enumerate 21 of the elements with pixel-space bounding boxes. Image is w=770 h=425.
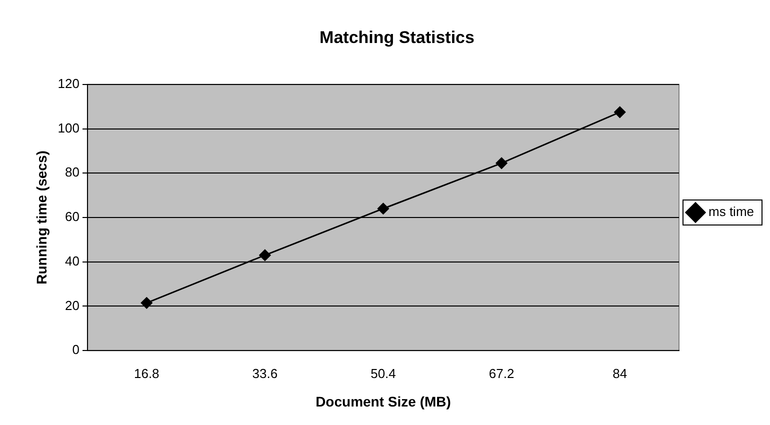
- x-tick-label: 67.2: [488, 366, 514, 381]
- y-tick-label: 60: [65, 209, 80, 224]
- y-tick-label: 20: [65, 298, 80, 313]
- x-tick-label: 16.8: [134, 366, 160, 381]
- x-axis-title: Document Size (MB): [316, 393, 451, 410]
- point: [496, 157, 508, 169]
- x-tick-label: 33.6: [252, 366, 278, 381]
- y-tick-label: 80: [65, 164, 80, 180]
- point: [140, 297, 152, 309]
- y-axis-title: Running time (secs): [33, 150, 50, 284]
- legend-label: ms time: [708, 204, 754, 220]
- point: [259, 249, 271, 261]
- y-tick-label: 100: [58, 120, 80, 136]
- point: [614, 106, 626, 118]
- point: [377, 202, 389, 214]
- y-tick-label: 40: [65, 253, 80, 268]
- chart-title: Matching Statistics: [320, 28, 474, 47]
- y-tick-label: 120: [58, 76, 80, 91]
- x-tick-label: 50.4: [370, 366, 396, 381]
- x-tick-label: 84: [612, 366, 628, 381]
- y-tick-label: 0: [72, 342, 80, 358]
